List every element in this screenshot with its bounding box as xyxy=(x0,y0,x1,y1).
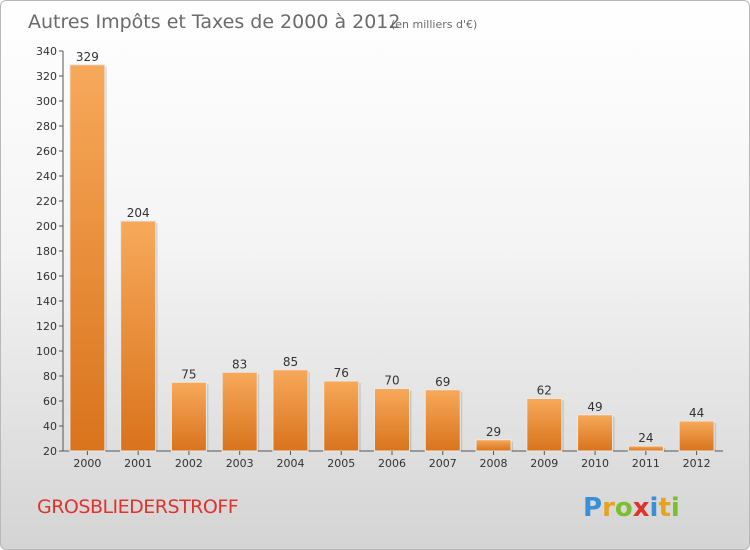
bar-2012 xyxy=(678,420,715,452)
y-tick-label: 120 xyxy=(36,320,57,333)
data-label-2009: 62 xyxy=(537,384,552,398)
proxiti-logo: Proxiti xyxy=(583,493,680,523)
x-tick-label-2012: 2012 xyxy=(683,457,711,470)
y-tick-label: 200 xyxy=(36,220,57,233)
y-tick-label: 300 xyxy=(36,95,57,108)
x-tick-label-2003: 2003 xyxy=(226,457,254,470)
bar-2008 xyxy=(475,439,512,452)
logo-letter: x xyxy=(633,493,650,523)
logo-letter: i xyxy=(650,493,659,523)
bar-2003 xyxy=(221,371,258,452)
data-label-2012: 44 xyxy=(689,406,704,420)
data-label-2003: 83 xyxy=(232,357,247,371)
x-tick-label-2000: 2000 xyxy=(73,457,101,470)
x-tick-label-2009: 2009 xyxy=(530,457,558,470)
commune-name: GROSBLIEDERSTROFF xyxy=(37,496,238,518)
bar-2002 xyxy=(170,381,207,452)
y-tick-label: 320 xyxy=(36,70,57,83)
bar-2009 xyxy=(526,398,563,452)
y-tick-label: 220 xyxy=(36,195,57,208)
chart-unit-note: (en milliers d'€) xyxy=(391,18,477,31)
data-label-2004: 85 xyxy=(283,355,298,369)
data-label-2010: 49 xyxy=(587,400,602,414)
data-label-2007: 69 xyxy=(435,375,450,389)
y-tick-label: 100 xyxy=(36,345,57,358)
x-tick-label-2006: 2006 xyxy=(378,457,406,470)
data-label-2000: 329 xyxy=(76,50,99,64)
y-tick-label: 60 xyxy=(43,395,57,408)
chart-axes: 20 40 60 80 100 120 140 160 180 200 220 240 260 280 30… xyxy=(36,45,723,458)
bar-2007 xyxy=(424,389,461,452)
x-tick-label-2004: 2004 xyxy=(276,457,304,470)
data-label-2002: 75 xyxy=(181,367,196,381)
bar-2011 xyxy=(627,445,664,452)
logo-letter: r xyxy=(602,493,615,523)
x-tick-label-2002: 2002 xyxy=(175,457,203,470)
logo-letter: P xyxy=(583,493,602,523)
chart-bars: 329 2000 204 2001 75 2002 83 2003 85 2004 76 2005 70… xyxy=(69,50,717,470)
x-tick-label-2011: 2011 xyxy=(632,457,660,470)
data-label-2008: 29 xyxy=(486,425,501,439)
y-tick-label: 40 xyxy=(43,420,57,433)
data-label-2005: 76 xyxy=(334,366,349,380)
x-tick-label-2005: 2005 xyxy=(327,457,355,470)
x-tick-label-2010: 2010 xyxy=(581,457,609,470)
y-tick-label: 80 xyxy=(43,370,57,383)
y-tick-label: 240 xyxy=(36,170,57,183)
data-label-2011: 24 xyxy=(638,431,653,445)
x-tick-label-2001: 2001 xyxy=(124,457,152,470)
x-tick-label-2008: 2008 xyxy=(480,457,508,470)
logo-letter: t xyxy=(658,493,670,523)
y-tick-label: 180 xyxy=(36,245,57,258)
logo-letter: o xyxy=(615,493,633,523)
y-tick-label: 260 xyxy=(36,145,57,158)
y-tick-label: 20 xyxy=(43,445,57,458)
logo-letter: i xyxy=(671,493,680,523)
bar-2000 xyxy=(69,64,106,452)
y-tick-label: 140 xyxy=(36,295,57,308)
bar-2006 xyxy=(374,388,410,452)
y-tick-label: 280 xyxy=(36,120,57,133)
bar-2001 xyxy=(120,220,157,452)
y-tick-label: 340 xyxy=(36,45,57,58)
chart-title: Autres Impôts et Taxes de 2000 à 2012 xyxy=(28,11,401,33)
bar-2010 xyxy=(577,414,614,452)
data-label-2006: 70 xyxy=(384,374,399,388)
data-label-2001: 204 xyxy=(127,206,150,220)
y-tick-label: 160 xyxy=(36,270,57,283)
bar-2005 xyxy=(323,380,360,452)
bar-2004 xyxy=(272,369,309,452)
x-tick-label-2007: 2007 xyxy=(429,457,457,470)
